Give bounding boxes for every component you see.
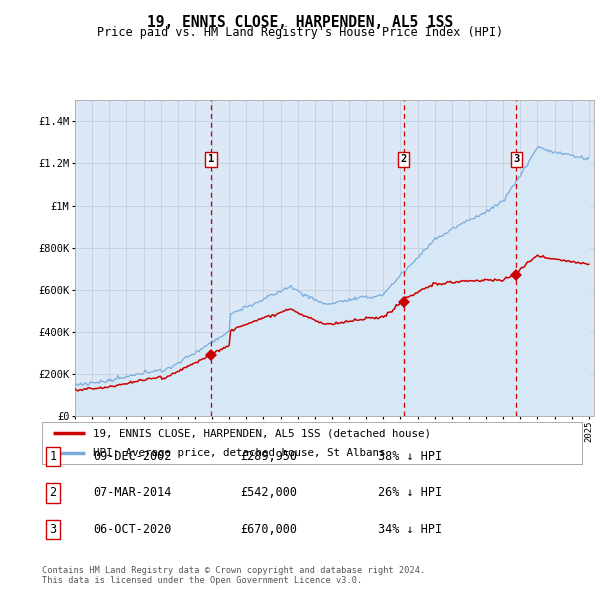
Text: Price paid vs. HM Land Registry's House Price Index (HPI): Price paid vs. HM Land Registry's House … <box>97 26 503 39</box>
Text: 19, ENNIS CLOSE, HARPENDEN, AL5 1SS (detached house): 19, ENNIS CLOSE, HARPENDEN, AL5 1SS (det… <box>94 428 431 438</box>
Text: 1: 1 <box>49 450 56 463</box>
Text: 06-OCT-2020: 06-OCT-2020 <box>93 523 172 536</box>
Text: 2: 2 <box>49 486 56 500</box>
Text: 07-MAR-2014: 07-MAR-2014 <box>93 486 172 500</box>
Text: £289,950: £289,950 <box>240 450 297 463</box>
Text: 34% ↓ HPI: 34% ↓ HPI <box>378 523 442 536</box>
Text: HPI: Average price, detached house, St Albans: HPI: Average price, detached house, St A… <box>94 448 386 458</box>
Text: 09-DEC-2002: 09-DEC-2002 <box>93 450 172 463</box>
Text: 1: 1 <box>208 154 214 164</box>
Text: Contains HM Land Registry data © Crown copyright and database right 2024.: Contains HM Land Registry data © Crown c… <box>42 566 425 575</box>
Text: £542,000: £542,000 <box>240 486 297 500</box>
Text: 38% ↓ HPI: 38% ↓ HPI <box>378 450 442 463</box>
Text: This data is licensed under the Open Government Licence v3.0.: This data is licensed under the Open Gov… <box>42 576 362 585</box>
Text: 3: 3 <box>513 154 520 164</box>
Text: 26% ↓ HPI: 26% ↓ HPI <box>378 486 442 500</box>
Text: 2: 2 <box>400 154 407 164</box>
Text: 3: 3 <box>49 523 56 536</box>
Text: 19, ENNIS CLOSE, HARPENDEN, AL5 1SS: 19, ENNIS CLOSE, HARPENDEN, AL5 1SS <box>147 15 453 30</box>
Text: £670,000: £670,000 <box>240 523 297 536</box>
